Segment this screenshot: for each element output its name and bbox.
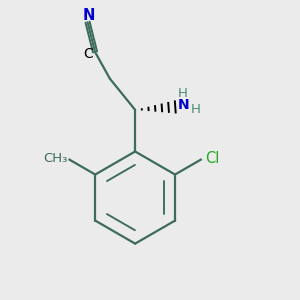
Text: H: H — [191, 103, 201, 116]
Text: H: H — [178, 87, 188, 100]
Text: N: N — [82, 8, 95, 23]
Text: N: N — [178, 98, 189, 112]
Text: CH₃: CH₃ — [44, 152, 68, 165]
Text: Cl: Cl — [205, 151, 220, 166]
Text: C: C — [84, 47, 93, 61]
